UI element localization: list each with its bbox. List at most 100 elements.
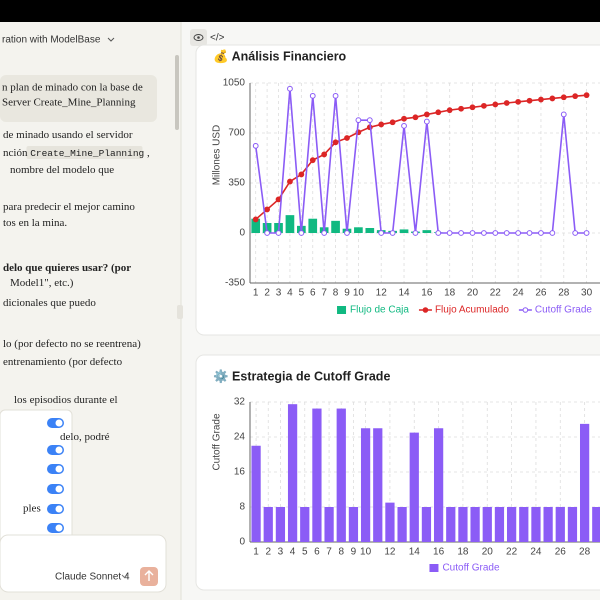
- bar: [385, 502, 395, 542]
- y-axis-label: Cutoff Grade: [212, 413, 223, 471]
- chat-text: los episodios durante el: [14, 394, 118, 406]
- chat-title[interactable]: ration with ModelBase: [2, 35, 101, 46]
- chat-line: delo que quieres usar? (por: [3, 262, 131, 274]
- line-point: [458, 105, 464, 112]
- legend: Cutoff Grade: [429, 563, 500, 574]
- toggle-knob: [55, 419, 63, 427]
- chat-line: dicionales que puedo: [3, 297, 96, 309]
- chat-lines: de minado usando el servidor nción Create…: [3, 129, 150, 443]
- line-point: [423, 111, 430, 118]
- x-tick-label: 10: [353, 288, 365, 299]
- chat-text: ,: [144, 147, 150, 159]
- line-point: [503, 230, 510, 236]
- x-tick-label: 6: [310, 288, 316, 299]
- y-tick-label: 16: [234, 467, 246, 478]
- bar: [324, 507, 334, 542]
- line-point: [435, 109, 442, 116]
- x-tick-label: 1: [253, 288, 259, 299]
- x-tick-label: 14: [409, 547, 421, 558]
- x-tick-label: 7: [321, 288, 327, 299]
- line-point: [458, 230, 464, 236]
- chat-text: tos en la mina.: [3, 217, 67, 229]
- line-point: [492, 230, 499, 236]
- toggle-knob: [55, 446, 63, 454]
- chat-text: dicionales que puedo: [3, 297, 96, 309]
- bar: [365, 228, 375, 233]
- x-tick-label: 20: [467, 288, 479, 299]
- chevron: [121, 574, 128, 579]
- bar: [354, 227, 363, 233]
- menu-item[interactable]: ples: [23, 503, 41, 515]
- x-tick-label: 14: [398, 288, 410, 299]
- bar: [555, 507, 565, 542]
- code-icon[interactable]: </>: [210, 33, 225, 44]
- y-tick-label: 8: [239, 502, 245, 513]
- x-tick-label: 5: [302, 547, 308, 558]
- x-tick-label: 7: [326, 547, 332, 558]
- chart-title: ⚙️ Estrategia de Cutoff Grade: [213, 368, 390, 383]
- bar: [300, 507, 310, 542]
- chat-text: delo, podré: [60, 431, 110, 443]
- x-tick-label: 9: [351, 547, 357, 558]
- chat-line: Model1", etc.): [10, 277, 74, 289]
- legend-swatch: [337, 306, 347, 314]
- line-point: [389, 230, 396, 236]
- bar: [251, 445, 261, 542]
- bar: [373, 428, 383, 542]
- line-point: [264, 206, 271, 213]
- chart-title: 💰 Análisis Financiero: [213, 48, 347, 64]
- legend-label: Cutoff Grade: [442, 563, 500, 574]
- bar: [397, 507, 407, 542]
- bar: [494, 507, 505, 542]
- toggle-knob: [55, 524, 63, 532]
- chat-line: nción Create_Mine_Planning ,: [3, 147, 150, 159]
- chevron[interactable]: [107, 37, 115, 42]
- user-message-line: n plan de minado con la base de: [2, 82, 143, 94]
- line-point: [344, 135, 350, 141]
- line-point: [287, 85, 293, 92]
- x-tick-label: 22: [490, 288, 502, 299]
- bar: [312, 408, 322, 542]
- scrollbar: [175, 55, 179, 130]
- bar: [506, 507, 517, 542]
- bar: [421, 507, 432, 542]
- line-point: [481, 230, 487, 236]
- top-bar: [0, 0, 600, 22]
- bar: [348, 507, 359, 542]
- line-point: [275, 230, 282, 236]
- y-tick-label: 1050: [223, 78, 246, 89]
- line-point: [583, 230, 590, 236]
- inline-code: Create_Mine_Planning: [30, 148, 144, 159]
- line-point: [538, 96, 544, 103]
- line-point: [355, 117, 362, 124]
- chat-line: nombre del modelo que: [10, 164, 114, 176]
- bar: [531, 507, 541, 542]
- bar: [543, 507, 553, 542]
- bar: [308, 218, 318, 233]
- y-tick-label: 32: [234, 397, 246, 408]
- bar: [331, 220, 340, 233]
- line-point: [287, 178, 293, 185]
- y-tick-label: 0: [239, 228, 245, 239]
- toggle-knob: [55, 505, 63, 513]
- model-selector[interactable]: Claude Sonnet 4: [55, 572, 130, 583]
- chat-text: Model1", etc.): [10, 277, 74, 289]
- line-point: [412, 114, 419, 121]
- line-point: [515, 98, 522, 105]
- x-tick-label: 4: [290, 547, 296, 558]
- x-tick-label: 9: [344, 288, 350, 299]
- line-point: [401, 115, 407, 122]
- chat-line: los episodios durante el: [14, 394, 118, 406]
- line-point: [332, 139, 339, 146]
- line-point: [264, 230, 271, 236]
- x-tick-label: 16: [433, 547, 445, 558]
- x-tick-label: 3: [278, 547, 284, 558]
- legend-marker: [522, 307, 529, 313]
- line-point: [481, 102, 487, 109]
- chat-text: nción: [3, 147, 30, 159]
- x-tick-label: 2: [265, 547, 271, 558]
- x-tick-label: 24: [513, 288, 525, 299]
- resize-handle[interactable]: [177, 305, 183, 319]
